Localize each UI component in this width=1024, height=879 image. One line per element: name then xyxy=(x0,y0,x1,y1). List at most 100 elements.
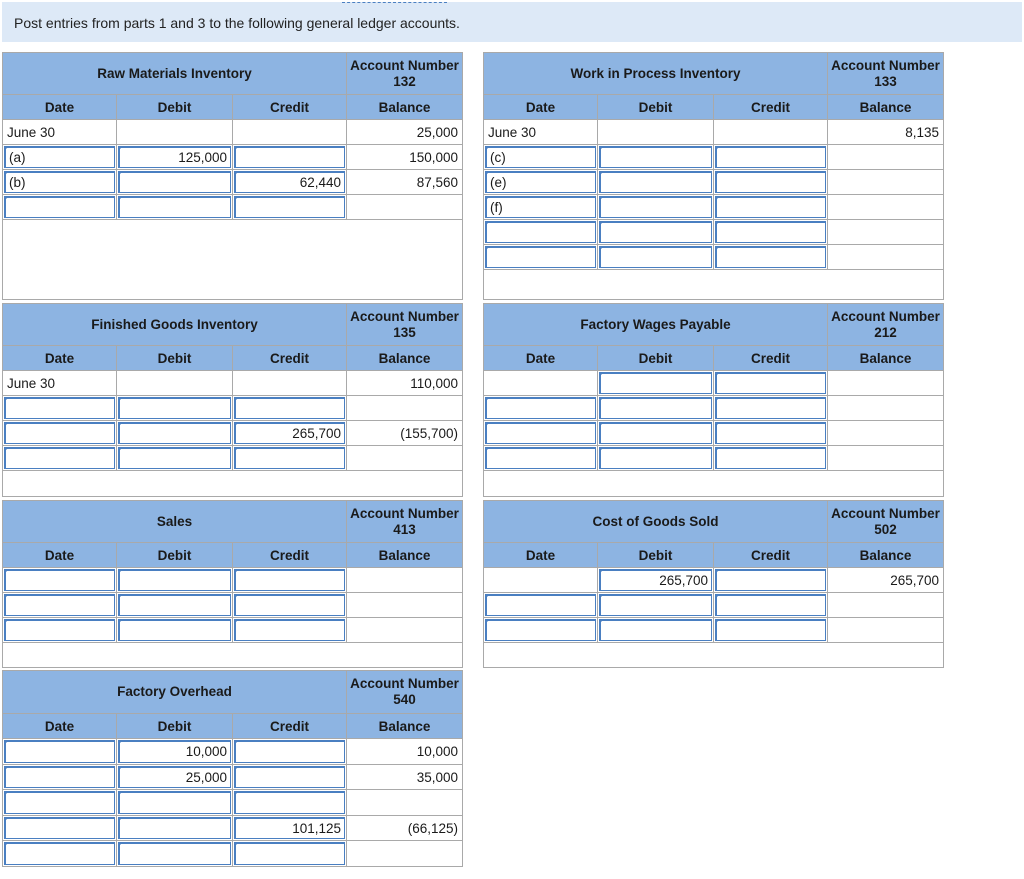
credit-input[interactable] xyxy=(234,842,346,865)
date-input[interactable] xyxy=(4,842,115,865)
credit-input[interactable]: 62,440 xyxy=(234,171,346,193)
credit-input[interactable] xyxy=(715,569,827,591)
credit-input-cell xyxy=(231,840,348,867)
credit-input[interactable] xyxy=(715,619,827,641)
credit-input[interactable] xyxy=(234,791,346,814)
date-input[interactable] xyxy=(4,397,115,419)
date-input[interactable] xyxy=(4,196,115,218)
date-input[interactable]: (f) xyxy=(485,196,596,218)
date-input[interactable] xyxy=(4,447,115,469)
debit-input[interactable]: 125,000 xyxy=(118,146,231,168)
debit-input-cell xyxy=(597,194,714,220)
debit-input[interactable] xyxy=(599,422,712,444)
debit-input[interactable] xyxy=(118,196,231,218)
credit-input[interactable] xyxy=(715,397,827,419)
date-input[interactable] xyxy=(485,221,596,243)
date-input-cell xyxy=(2,763,117,791)
credit-input[interactable] xyxy=(715,171,827,193)
debit-input[interactable] xyxy=(599,221,712,243)
credit-input-cell xyxy=(712,617,829,643)
credit-input[interactable] xyxy=(234,569,345,591)
credit-input[interactable]: 101,125 xyxy=(234,816,346,840)
debit-input[interactable] xyxy=(118,842,231,865)
date-input[interactable] xyxy=(4,569,115,591)
credit-input[interactable] xyxy=(715,447,827,469)
date-input[interactable] xyxy=(4,740,115,763)
date-input[interactable] xyxy=(4,816,115,840)
date-input[interactable] xyxy=(4,594,115,616)
credit-input[interactable] xyxy=(715,221,827,243)
date-input[interactable] xyxy=(4,422,115,444)
credit-input[interactable] xyxy=(715,422,827,444)
balance-header: Balance xyxy=(346,94,464,120)
debit-input[interactable] xyxy=(118,791,231,814)
credit-input[interactable]: 265,700 xyxy=(234,422,346,444)
date-header: Date xyxy=(2,712,117,740)
debit-input[interactable] xyxy=(599,171,712,193)
date-input[interactable]: (e) xyxy=(485,171,596,193)
credit-header: Credit xyxy=(232,542,347,568)
credit-input-cell xyxy=(231,789,348,816)
credit-cell xyxy=(712,119,829,145)
credit-input[interactable] xyxy=(715,246,827,268)
debit-input[interactable] xyxy=(599,372,712,394)
credit-input-cell xyxy=(712,420,829,446)
date-input[interactable] xyxy=(485,619,596,641)
credit-input[interactable] xyxy=(234,196,346,218)
debit-input[interactable] xyxy=(599,246,712,268)
debit-input[interactable] xyxy=(118,422,231,444)
debit-input[interactable]: 25,000 xyxy=(118,765,231,789)
date-input-cell: (e) xyxy=(483,169,598,195)
credit-input[interactable] xyxy=(234,146,346,168)
debit-input[interactable] xyxy=(599,196,712,218)
debit-input[interactable] xyxy=(118,397,231,419)
credit-input[interactable] xyxy=(234,740,346,763)
debit-input[interactable] xyxy=(599,146,712,168)
ledger-row xyxy=(483,592,945,618)
credit-input[interactable] xyxy=(715,372,827,394)
debit-input[interactable] xyxy=(118,594,231,616)
date-input[interactable] xyxy=(4,619,115,641)
debit-input[interactable] xyxy=(599,397,712,419)
debit-input[interactable]: 10,000 xyxy=(118,740,231,763)
balance-cell: 8,135 xyxy=(827,119,945,145)
date-input[interactable] xyxy=(4,765,115,789)
date-input[interactable]: (a) xyxy=(4,146,115,168)
debit-input[interactable] xyxy=(599,447,712,469)
ledger-row xyxy=(483,219,945,245)
date-input[interactable] xyxy=(4,791,115,814)
debit-header: Debit xyxy=(597,345,714,371)
credit-input[interactable] xyxy=(234,397,346,419)
debit-input[interactable] xyxy=(118,569,231,591)
credit-input[interactable] xyxy=(234,765,346,789)
date-input-cell xyxy=(483,420,598,446)
date-cell: June 30 xyxy=(2,370,117,396)
debit-input[interactable] xyxy=(118,816,231,840)
date-input[interactable] xyxy=(485,447,596,469)
date-input[interactable]: (c) xyxy=(485,146,596,168)
ledger-blank-area xyxy=(482,269,945,300)
debit-input[interactable] xyxy=(599,594,712,616)
date-input-cell xyxy=(483,617,598,643)
credit-header: Credit xyxy=(712,94,829,120)
credit-input[interactable] xyxy=(234,447,346,469)
balance-cell xyxy=(346,840,464,867)
date-input[interactable]: (b) xyxy=(4,171,115,193)
credit-input[interactable] xyxy=(715,196,827,218)
credit-input[interactable] xyxy=(715,594,827,616)
date-input[interactable] xyxy=(485,594,596,616)
balance-cell: 10,000 xyxy=(346,738,464,765)
debit-input[interactable] xyxy=(599,619,712,641)
date-input[interactable] xyxy=(485,422,596,444)
debit-input[interactable] xyxy=(118,171,231,193)
debit-input[interactable]: 265,700 xyxy=(599,569,712,591)
credit-input[interactable] xyxy=(234,594,345,616)
debit-input[interactable] xyxy=(118,447,231,469)
date-input[interactable] xyxy=(485,246,596,268)
credit-input[interactable] xyxy=(715,146,827,168)
debit-cell xyxy=(116,119,233,145)
credit-input[interactable] xyxy=(234,619,345,641)
date-input-cell xyxy=(2,420,117,446)
debit-input[interactable] xyxy=(118,619,231,641)
date-input[interactable] xyxy=(485,397,596,419)
